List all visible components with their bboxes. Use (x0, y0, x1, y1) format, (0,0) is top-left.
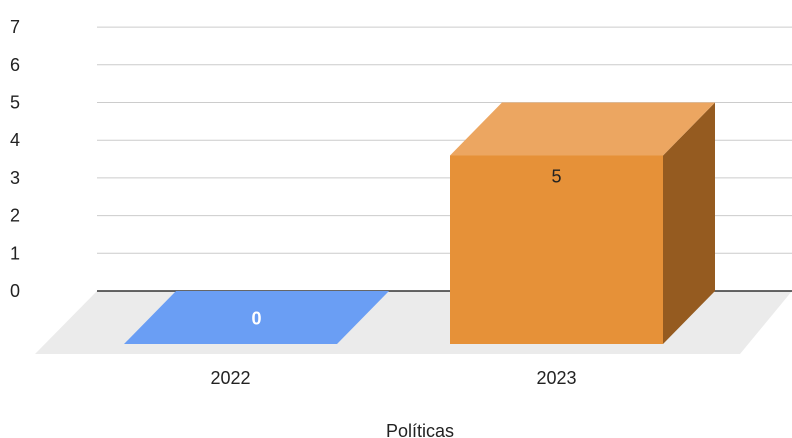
x-tick-label: 2023 (536, 368, 576, 388)
x-tick-label: 2022 (210, 368, 250, 388)
bar-2023-top (450, 102, 715, 156)
y-tick-label: 2 (10, 206, 20, 226)
y-tick-label: 5 (10, 93, 20, 113)
y-tick-label: 0 (10, 281, 20, 301)
data-label: 0 (251, 309, 261, 329)
bar-2022-face (124, 291, 389, 344)
data-label: 5 (551, 167, 561, 187)
y-tick-label: 7 (10, 17, 20, 37)
y-tick-label: 3 (10, 168, 20, 188)
bar-2022 (124, 291, 389, 344)
y-tick-label: 4 (10, 130, 20, 150)
x-axis-title: Políticas (386, 421, 454, 438)
bar-2023-side (663, 102, 715, 344)
y-tick-label: 1 (10, 243, 20, 263)
y-tick-label: 6 (10, 55, 20, 75)
bar-2023 (450, 102, 715, 344)
bar-2023-front (450, 155, 663, 344)
